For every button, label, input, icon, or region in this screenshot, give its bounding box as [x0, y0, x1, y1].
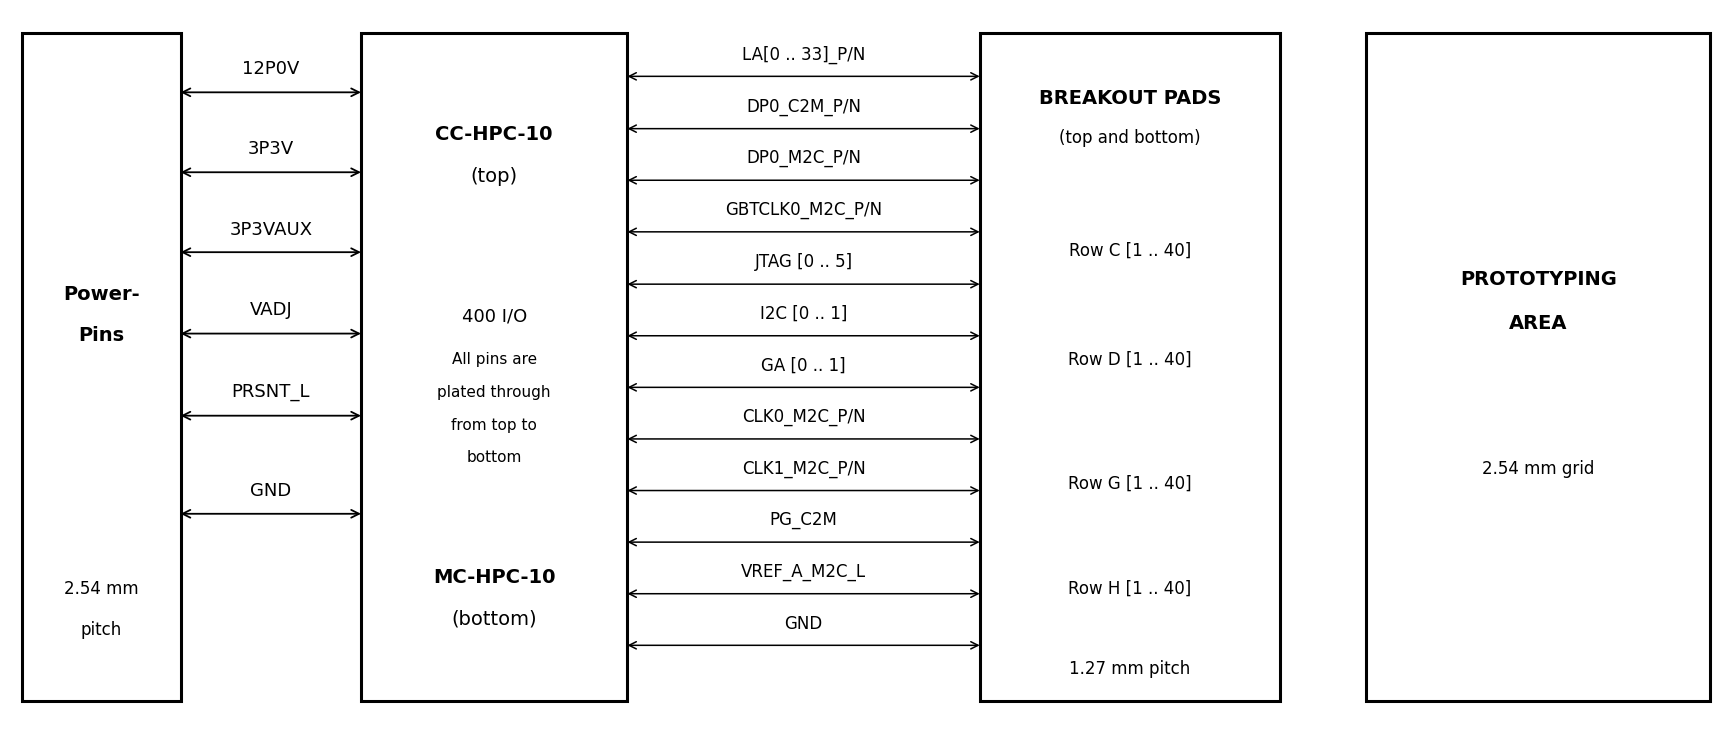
Text: pitch: pitch — [82, 621, 122, 639]
Text: DP0_C2M_P/N: DP0_C2M_P/N — [746, 98, 861, 116]
Text: AREA: AREA — [1509, 314, 1568, 333]
Text: VADJ: VADJ — [250, 302, 292, 319]
Text: Row C [1 .. 40]: Row C [1 .. 40] — [1069, 241, 1191, 260]
Text: JTAG [0 .. 5]: JTAG [0 .. 5] — [755, 253, 852, 272]
Text: 2.54 mm grid: 2.54 mm grid — [1483, 459, 1594, 478]
Text: 3P3VAUX: 3P3VAUX — [229, 222, 312, 239]
Text: Pins: Pins — [78, 326, 125, 345]
Text: CC-HPC-10: CC-HPC-10 — [436, 125, 554, 144]
Text: bottom: bottom — [467, 451, 523, 465]
Text: GND: GND — [785, 614, 823, 633]
Text: All pins are: All pins are — [451, 352, 536, 367]
Text: DP0_M2C_P/N: DP0_M2C_P/N — [746, 150, 861, 167]
Text: 3P3V: 3P3V — [248, 140, 293, 158]
Text: 12P0V: 12P0V — [241, 60, 300, 78]
Text: Power-: Power- — [62, 285, 141, 304]
Text: MC-HPC-10: MC-HPC-10 — [432, 568, 556, 587]
Bar — [23, 33, 181, 701]
Text: (top and bottom): (top and bottom) — [1059, 129, 1201, 147]
Text: Row H [1 .. 40]: Row H [1 .. 40] — [1068, 580, 1191, 597]
Text: PROTOTYPING: PROTOTYPING — [1460, 270, 1616, 289]
Text: GBTCLK0_M2C_P/N: GBTCLK0_M2C_P/N — [726, 201, 882, 219]
Text: from top to: from top to — [451, 418, 536, 432]
Text: CLK1_M2C_P/N: CLK1_M2C_P/N — [741, 459, 866, 478]
Bar — [1366, 33, 1710, 701]
Text: Row G [1 .. 40]: Row G [1 .. 40] — [1068, 474, 1193, 493]
Text: I2C [0 .. 1]: I2C [0 .. 1] — [760, 305, 847, 323]
Text: CLK0_M2C_P/N: CLK0_M2C_P/N — [741, 408, 865, 426]
Bar — [361, 33, 627, 701]
Text: BREAKOUT PADS: BREAKOUT PADS — [1038, 89, 1222, 108]
Bar — [979, 33, 1281, 701]
Text: (bottom): (bottom) — [451, 610, 536, 628]
Text: PRSNT_L: PRSNT_L — [231, 383, 311, 401]
Text: GND: GND — [250, 482, 292, 500]
Text: VREF_A_M2C_L: VREF_A_M2C_L — [741, 563, 866, 581]
Text: 2.54 mm: 2.54 mm — [64, 580, 139, 597]
Text: GA [0 .. 1]: GA [0 .. 1] — [762, 357, 845, 374]
Text: plated through: plated through — [437, 385, 550, 400]
Text: 400 I/O: 400 I/O — [462, 307, 526, 325]
Text: 1.27 mm pitch: 1.27 mm pitch — [1069, 660, 1191, 677]
Text: Row D [1 .. 40]: Row D [1 .. 40] — [1068, 351, 1193, 368]
Text: LA[0 .. 33]_P/N: LA[0 .. 33]_P/N — [741, 46, 865, 64]
Text: PG_C2M: PG_C2M — [769, 512, 837, 529]
Text: (top): (top) — [470, 167, 517, 186]
